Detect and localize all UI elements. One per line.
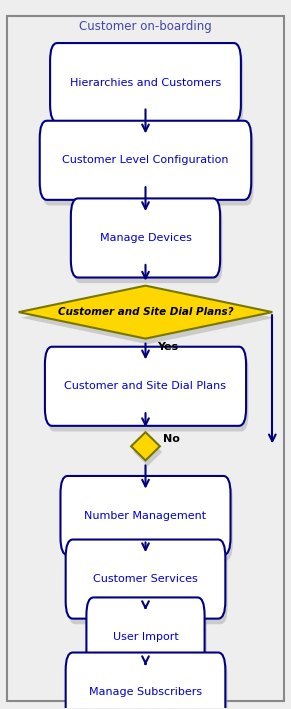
FancyBboxPatch shape <box>68 658 228 709</box>
FancyBboxPatch shape <box>71 199 220 277</box>
Text: Customer Level Configuration: Customer Level Configuration <box>62 155 229 165</box>
Text: Customer Services: Customer Services <box>93 574 198 584</box>
FancyBboxPatch shape <box>66 540 225 619</box>
Text: Customer on-boarding: Customer on-boarding <box>79 20 212 33</box>
FancyBboxPatch shape <box>47 352 249 432</box>
FancyBboxPatch shape <box>40 121 251 200</box>
FancyBboxPatch shape <box>45 347 246 426</box>
Text: Hierarchies and Customers: Hierarchies and Customers <box>70 77 221 88</box>
FancyBboxPatch shape <box>86 598 205 676</box>
Polygon shape <box>133 438 162 466</box>
Text: No: No <box>163 434 180 445</box>
FancyBboxPatch shape <box>50 43 241 122</box>
FancyBboxPatch shape <box>42 126 253 206</box>
Text: Customer and Site Dial Plans?: Customer and Site Dial Plans? <box>58 307 233 317</box>
Text: Customer and Site Dial Plans: Customer and Site Dial Plans <box>65 381 226 391</box>
FancyBboxPatch shape <box>89 603 207 682</box>
Text: Number Management: Number Management <box>84 510 207 520</box>
Polygon shape <box>19 286 272 339</box>
FancyBboxPatch shape <box>61 476 230 555</box>
Text: Manage Subscribers: Manage Subscribers <box>89 687 202 697</box>
Text: Manage Devices: Manage Devices <box>100 233 191 243</box>
FancyBboxPatch shape <box>52 49 243 128</box>
FancyBboxPatch shape <box>68 545 228 625</box>
Polygon shape <box>21 291 275 345</box>
Text: Yes: Yes <box>157 342 178 352</box>
Text: User Import: User Import <box>113 632 178 642</box>
Polygon shape <box>131 432 160 460</box>
FancyBboxPatch shape <box>7 16 284 700</box>
FancyBboxPatch shape <box>73 204 222 283</box>
FancyBboxPatch shape <box>66 652 225 709</box>
FancyBboxPatch shape <box>63 481 233 561</box>
